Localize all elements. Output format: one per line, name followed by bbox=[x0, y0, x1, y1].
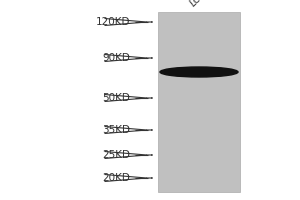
Text: LO2: LO2 bbox=[188, 0, 208, 8]
Text: 20KD: 20KD bbox=[102, 173, 130, 183]
Text: 90KD: 90KD bbox=[102, 53, 130, 63]
Text: 120KD: 120KD bbox=[95, 17, 130, 27]
Ellipse shape bbox=[160, 67, 238, 77]
Text: 25KD: 25KD bbox=[102, 150, 130, 160]
Bar bbox=[158, 12, 240, 192]
Text: 50KD: 50KD bbox=[102, 93, 130, 103]
Text: 35KD: 35KD bbox=[102, 125, 130, 135]
